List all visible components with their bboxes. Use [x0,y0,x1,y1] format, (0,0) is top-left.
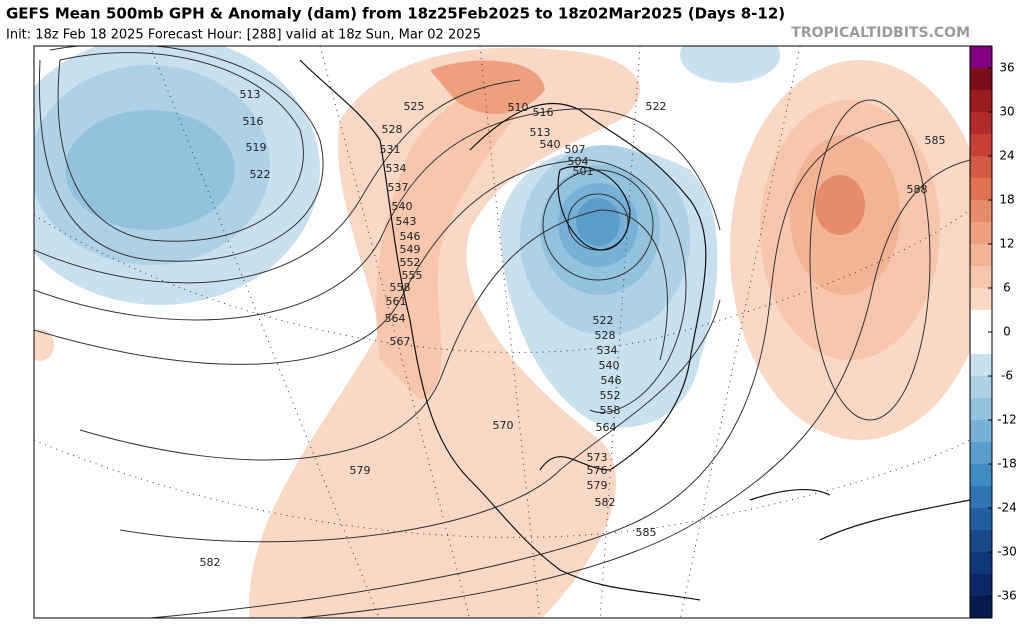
colorbar-segment [970,310,992,332]
contour-label: 582 [200,556,221,569]
map: 5135165195225255285315345375405435465495… [34,46,970,618]
contour-label: 579 [350,464,371,477]
contour-label: 507 [565,143,586,156]
contour-label: 513 [240,88,261,101]
contour-label: 528 [595,329,616,342]
colorbar-segment [970,90,992,112]
brand: TROPICALTIDBITS.COM [791,25,970,41]
contour-label: 549 [400,243,421,256]
colorbar: 36 30 24 18 12 6 0 -6 -12 -18 -24 -30 -36 [969,45,1017,619]
colorbar-tick-label: -30 [997,545,1017,559]
contour-label: 522 [593,314,614,327]
colorbar-segment [970,464,992,486]
colorbar-segment [970,46,992,68]
coastline [299,59,970,601]
colorbar-tick-label: 18 [999,193,1014,207]
colorbar-tick-label: 12 [999,237,1014,251]
colorbar-tick-label: -36 [997,589,1017,603]
colorbar-segment [970,354,992,376]
contour-label: 564 [596,421,617,434]
colorbar-tick-label: 24 [999,149,1014,163]
colorbar-segment [970,134,992,156]
colorbar-segment [970,398,992,420]
colorbar-segment [970,332,992,354]
contour-label: 513 [530,126,551,139]
contour-label: 564 [385,312,406,325]
contour-label: 516 [533,106,554,119]
contour-label: 528 [382,123,403,136]
graticule [34,46,970,618]
colorbar-segment [970,156,992,178]
contour-label: 510 [508,101,529,114]
contour-label: 525 [404,100,425,113]
contour-labels: 5135165195225255285315345375405435465495… [200,88,946,569]
subtitle: Init: 18z Feb 18 2025 Forecast Hour: [28… [6,28,481,43]
contour-label: 567 [390,335,411,348]
contour-label: 588 [907,183,928,196]
title: GEFS Mean 500mb GPH & Anomaly (dam) from… [6,5,785,23]
contour-label: 501 [573,165,594,178]
contour-label: 561 [386,295,407,308]
contour-label: 540 [392,200,413,213]
contour-label: 555 [402,269,423,282]
colorbar-segment [970,112,992,134]
colorbar-segment [970,222,992,244]
contour-label: 534 [386,162,407,175]
contours [34,46,970,618]
anomaly-fill [34,46,970,618]
colorbar-tick-label: 30 [999,105,1014,119]
contour-label: 522 [250,168,271,181]
colorbar-segment [970,486,992,508]
contour-label: 516 [243,115,264,128]
colorbar-segment [970,244,992,266]
contour-label: 585 [636,526,657,539]
colorbar-segment [970,420,992,442]
colorbar-tick-label: 36 [999,61,1014,75]
colorbar-tick-label: -18 [997,457,1017,471]
contour-label: 546 [400,230,421,243]
contour-label: 570 [493,419,514,432]
colorbar-segment [970,178,992,200]
contour-label: 558 [600,404,621,417]
contour-label: 552 [400,256,421,269]
colorbar-segment [970,442,992,464]
contour-label: 522 [646,100,667,113]
contour-label: 540 [540,138,561,151]
contour-label: 543 [396,215,417,228]
contour-label: 573 [587,451,608,464]
contour-label: 585 [925,134,946,147]
contour-label: 537 [388,181,409,194]
colorbar-tick-label: -6 [1001,369,1013,383]
colorbar-tick-label: 6 [1003,281,1011,295]
colorbar-segment [970,68,992,90]
contour-label: 552 [600,389,621,402]
colorbar-segment [970,596,992,618]
contour-label: 582 [595,496,616,509]
contour-label: 534 [597,344,618,357]
contour-label: 504 [568,155,589,168]
contour-label: 576 [587,464,608,477]
colorbar-segment [970,552,992,574]
contour-label: 540 [599,359,620,372]
colorbar-segment [970,200,992,222]
contour-label: 519 [246,141,267,154]
contour-label: 558 [390,281,411,294]
colorbar-segment [970,376,992,398]
colorbar-segment [970,530,992,552]
colorbar-segment [970,266,992,288]
colorbar-segment [970,574,992,596]
colorbar-tick-label: -24 [997,501,1017,515]
contour-label: 546 [601,374,622,387]
colorbar-tick-label: 0 [1003,325,1011,339]
contour-label: 531 [380,143,401,156]
colorbar-tick-label: -12 [997,413,1017,427]
colorbar-segment [970,288,992,310]
colorbar-segment [970,508,992,530]
contour-label: 579 [587,479,608,492]
